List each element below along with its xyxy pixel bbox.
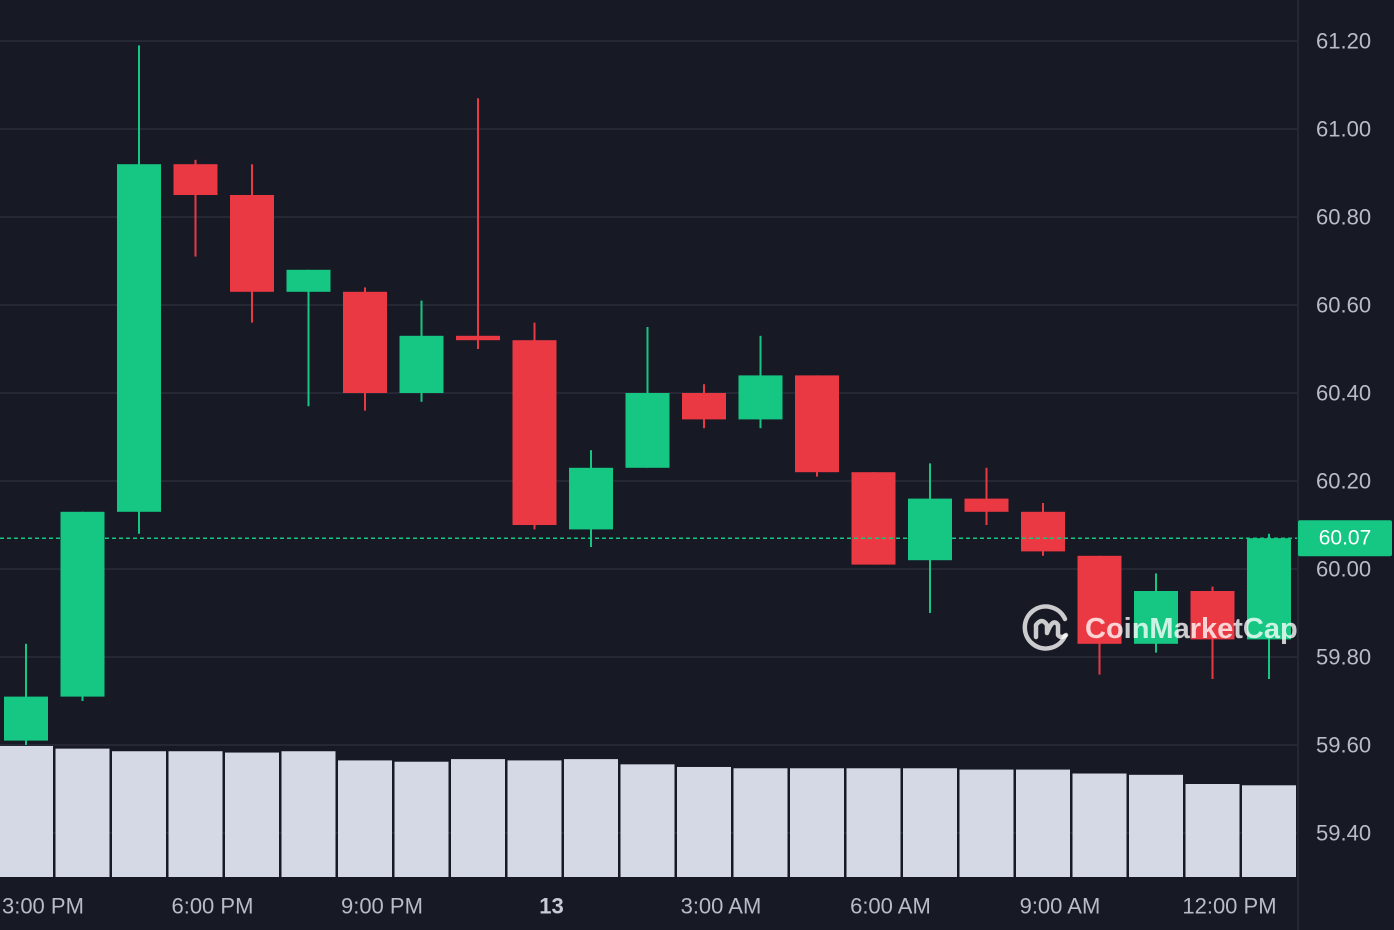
time-tick-label: 13 [539, 894, 563, 919]
candle-body [964, 498, 1009, 512]
candle[interactable] [908, 463, 952, 613]
volume-bar [225, 752, 279, 877]
time-tick-label: 6:00 PM [171, 894, 253, 919]
candle[interactable] [173, 159, 218, 257]
candle[interactable] [851, 472, 896, 565]
price-axis: 61.20 61.00 60.80 60.60 60.40 60.20 60.00 59.80… [1316, 29, 1371, 846]
volume-bar [1016, 769, 1070, 877]
time-tick-label: 9:00 PM [341, 894, 423, 919]
candle-body [1190, 591, 1235, 640]
volume-bar [677, 766, 731, 877]
price-tick-label: 60.40 [1316, 381, 1371, 406]
candle[interactable] [1021, 503, 1065, 556]
candle-body [1247, 538, 1291, 640]
price-tick-label: 59.60 [1316, 733, 1371, 758]
price-tick-label: 59.80 [1316, 645, 1371, 670]
candle-body [456, 335, 500, 341]
candle-body [851, 472, 896, 565]
volume-bar [0, 746, 53, 877]
volume-bar [394, 761, 449, 877]
volume-bar [338, 760, 392, 877]
volume-bar [790, 768, 844, 877]
candle[interactable] [569, 450, 613, 547]
volume-bar [451, 759, 505, 877]
candle[interactable] [682, 384, 726, 429]
volume-bar [168, 751, 223, 877]
candle-body [569, 467, 613, 530]
volume-bar [903, 768, 957, 877]
time-tick-label: 3:00 AM [681, 894, 762, 919]
candle[interactable] [1190, 586, 1235, 679]
time-tick-label: 9:00 AM [1020, 894, 1101, 919]
price-tick-label: 59.40 [1316, 821, 1371, 846]
candle[interactable] [1247, 533, 1291, 679]
current-price-value: 60.07 [1319, 527, 1372, 550]
candle-body [738, 375, 783, 420]
candle-body [1134, 591, 1178, 644]
candle-body [682, 393, 726, 420]
candlesticks [4, 45, 1291, 745]
volume-bar [1072, 773, 1127, 877]
price-tick-label: 61.20 [1316, 29, 1371, 54]
volume-bar [507, 760, 562, 877]
candle-body [795, 375, 839, 473]
current-price-label: 60.07 [1298, 520, 1392, 557]
candle[interactable] [60, 511, 105, 701]
candle-body [343, 291, 387, 393]
time-tick-label: 6:00 AM [850, 894, 931, 919]
volume-bar [846, 768, 901, 877]
time-axis: 3:00 PM 6:00 PM 9:00 PM 13 3:00 AM 6:00 AM 9:0… [2, 894, 1277, 919]
candle[interactable] [964, 467, 1009, 525]
watermark-text: CoinMarketCap [1085, 613, 1298, 645]
candle-body [625, 393, 670, 468]
watermark: CoinMarketCap [1022, 604, 1298, 651]
volume-bar [1129, 774, 1183, 877]
candle-body [173, 164, 218, 195]
price-tick-label: 60.00 [1316, 557, 1371, 582]
candle-body [286, 269, 331, 292]
candle-body [117, 164, 161, 512]
candle-body [230, 195, 274, 292]
price-tick-label: 60.80 [1316, 205, 1371, 230]
candle[interactable] [1134, 573, 1178, 653]
price-tick-label: 60.20 [1316, 469, 1371, 494]
candle[interactable] [343, 287, 387, 411]
candle-body [512, 340, 557, 525]
candle[interactable] [4, 643, 48, 745]
candle[interactable] [399, 300, 444, 402]
volume-bar [1185, 783, 1240, 877]
candle[interactable] [286, 269, 331, 407]
volume-bar [959, 769, 1014, 877]
candle-body [1077, 555, 1122, 644]
volume-bar [620, 764, 675, 877]
candle[interactable] [738, 335, 783, 429]
time-tick-label: 12:00 PM [1182, 894, 1276, 919]
volume-bar [733, 768, 788, 877]
candle[interactable] [625, 327, 670, 468]
candle[interactable] [1077, 555, 1122, 675]
candle[interactable] [117, 45, 161, 534]
candle-body [4, 696, 48, 741]
candle-body [399, 335, 444, 393]
candle-body [60, 511, 105, 697]
price-tick-label: 60.60 [1316, 293, 1371, 318]
candle-body [908, 498, 952, 561]
price-tick-label: 61.00 [1316, 117, 1371, 142]
volume-bars [0, 746, 1296, 877]
candle[interactable] [795, 375, 839, 477]
coinmarketcap-logo-icon [1022, 604, 1069, 651]
candle[interactable] [512, 322, 557, 530]
candle-body [1021, 511, 1065, 552]
volume-bar [564, 759, 618, 877]
volume-bar [281, 751, 336, 877]
candle[interactable] [456, 98, 500, 349]
time-tick-label: 3:00 PM [2, 894, 84, 919]
volume-bar [112, 751, 166, 877]
volume-bar [1242, 785, 1296, 877]
volume-bar [55, 748, 110, 877]
candle[interactable] [230, 164, 274, 323]
